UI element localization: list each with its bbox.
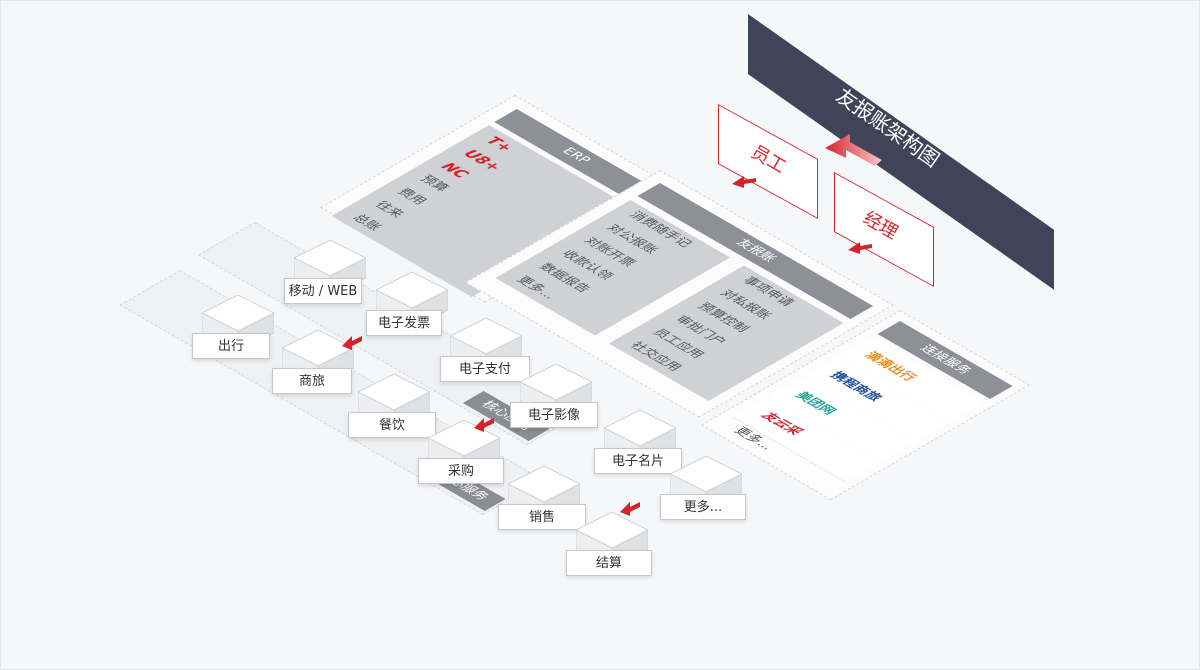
service-label: 出行 [192,333,270,359]
incoming-arrow-icon [825,134,882,166]
app-label: 更多... [660,494,746,520]
app-label: 电子发票 [366,310,442,336]
sync-arrow-icon [732,176,756,188]
flow-arrow-icon [342,336,362,350]
service-label: 餐饮 [348,412,436,438]
app-label: 电子名片 [594,448,682,474]
flow-arrow-icon [620,502,640,516]
app-label: 电子支付 [440,356,530,382]
sync-arrow-icon [848,242,872,254]
service-label: 采购 [418,458,504,484]
service-label: 销售 [498,504,586,530]
app-label: 移动 / WEB [284,278,362,304]
service-label: 商旅 [272,368,352,394]
app-label: 电子影像 [510,402,598,428]
flow-arrow-icon [474,418,494,432]
service-label: 结算 [566,550,652,576]
